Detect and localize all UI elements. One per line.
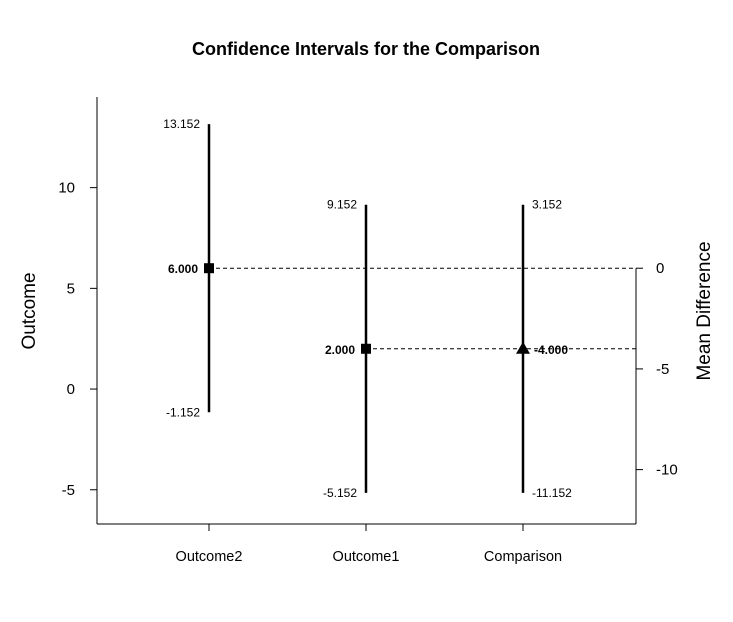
upper-bound-label: 13.152 [163, 117, 200, 131]
y-tick-label-right: 0 [656, 260, 664, 277]
x-tick-label: Outcome2 [176, 549, 243, 565]
reference-lines [209, 267, 636, 350]
y-tick-label-left: 0 [67, 381, 75, 398]
y-tick-label-left: 10 [58, 180, 75, 197]
interval-marks: 13.152 -1.152 6.000 9.152 -5.152 2.000 3.152 -1… [163, 117, 572, 500]
upper-bound-label: 9.152 [327, 198, 357, 212]
lower-bound-label: -1.152 [166, 405, 200, 419]
estimate-marker-triangle [516, 341, 530, 354]
estimate-label: 2.000 [325, 343, 355, 357]
x-tick-label: Outcome1 [333, 549, 400, 565]
estimate-marker-square [204, 263, 214, 274]
lower-bound-label: -5.152 [323, 486, 357, 500]
estimate-label: -4.000 [534, 343, 568, 357]
y-tick-label-right: -5 [656, 361, 669, 378]
interval-comparison: 3.152 -11.152 -4.000 [516, 198, 572, 500]
y-tick-label-right: -10 [656, 462, 678, 479]
lower-bound-label: -11.152 [532, 486, 572, 500]
upper-bound-label: 3.152 [532, 198, 562, 212]
y-tick-label-left: 5 [67, 280, 75, 297]
x-tick-label: Comparison [484, 549, 562, 565]
y-tick-label-left: -5 [62, 482, 75, 499]
estimate-label: 6.000 [168, 262, 198, 276]
y-axis-title-right: Mean Difference [694, 241, 715, 380]
y-axis-title-left: Outcome [19, 272, 40, 349]
axes: -5 0 5 10 -10 -5 0 Outcome2 Outcome1 Comparison [58, 97, 678, 565]
interval-outcome1: 9.152 -5.152 2.000 [323, 198, 371, 500]
interval-outcome2: 13.152 -1.152 6.000 [163, 117, 214, 419]
estimate-marker-square [361, 343, 371, 354]
chart-title: Confidence Intervals for the Comparison [192, 39, 540, 59]
